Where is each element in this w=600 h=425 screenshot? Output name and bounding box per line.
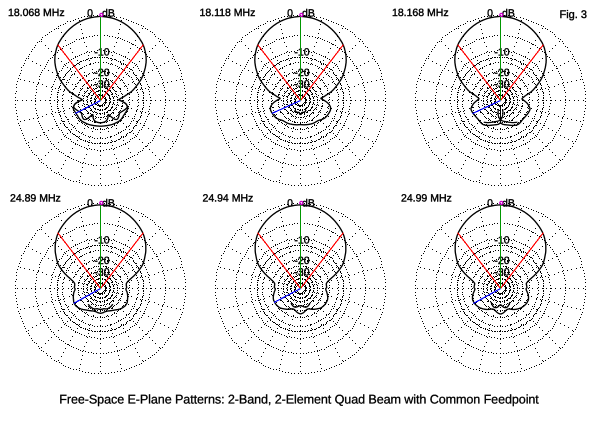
svg-text:Fig. 3: Fig. 3 xyxy=(560,9,588,21)
svg-text:-10: -10 xyxy=(494,46,509,58)
svg-text:-20: -20 xyxy=(494,255,509,267)
svg-text:-20: -20 xyxy=(494,67,509,79)
svg-text:dB: dB xyxy=(502,197,515,209)
svg-text:-20: -20 xyxy=(94,255,109,267)
svg-text:-20: -20 xyxy=(294,255,309,267)
svg-text:24.99 MHz: 24.99 MHz xyxy=(401,193,452,205)
svg-text:0: 0 xyxy=(87,197,93,209)
svg-text:-30: -30 xyxy=(494,267,509,279)
svg-text:-20: -20 xyxy=(94,67,109,79)
svg-text:-30: -30 xyxy=(294,79,309,91)
svg-text:Free-Space E-Plane Patterns: 2: Free-Space E-Plane Patterns: 2-Band, 2-E… xyxy=(59,393,539,407)
svg-text:0: 0 xyxy=(487,7,493,19)
svg-text:-30: -30 xyxy=(294,267,309,279)
svg-text:-10: -10 xyxy=(94,234,109,246)
svg-text:-20: -20 xyxy=(294,67,309,79)
svg-text:-30: -30 xyxy=(94,79,109,91)
svg-text:-30: -30 xyxy=(94,267,109,279)
svg-text:24.89 MHz: 24.89 MHz xyxy=(10,193,61,205)
svg-text:18.118 MHz: 18.118 MHz xyxy=(200,7,256,19)
svg-text:18.068 MHz: 18.068 MHz xyxy=(8,7,65,19)
svg-text:-10: -10 xyxy=(294,46,309,58)
svg-text:24.94 MHz: 24.94 MHz xyxy=(203,193,254,205)
svg-text:0: 0 xyxy=(287,197,293,209)
svg-text:-10: -10 xyxy=(494,234,509,246)
svg-text:-10: -10 xyxy=(294,234,309,246)
svg-text:18.168 MHz: 18.168 MHz xyxy=(392,7,449,19)
svg-text:-10: -10 xyxy=(94,46,109,58)
svg-text:-30: -30 xyxy=(494,79,509,91)
svg-text:dB: dB xyxy=(102,197,115,209)
svg-text:0: 0 xyxy=(487,197,493,209)
svg-text:0: 0 xyxy=(87,7,93,19)
svg-text:0: 0 xyxy=(287,7,293,19)
svg-text:dB: dB xyxy=(302,197,315,209)
